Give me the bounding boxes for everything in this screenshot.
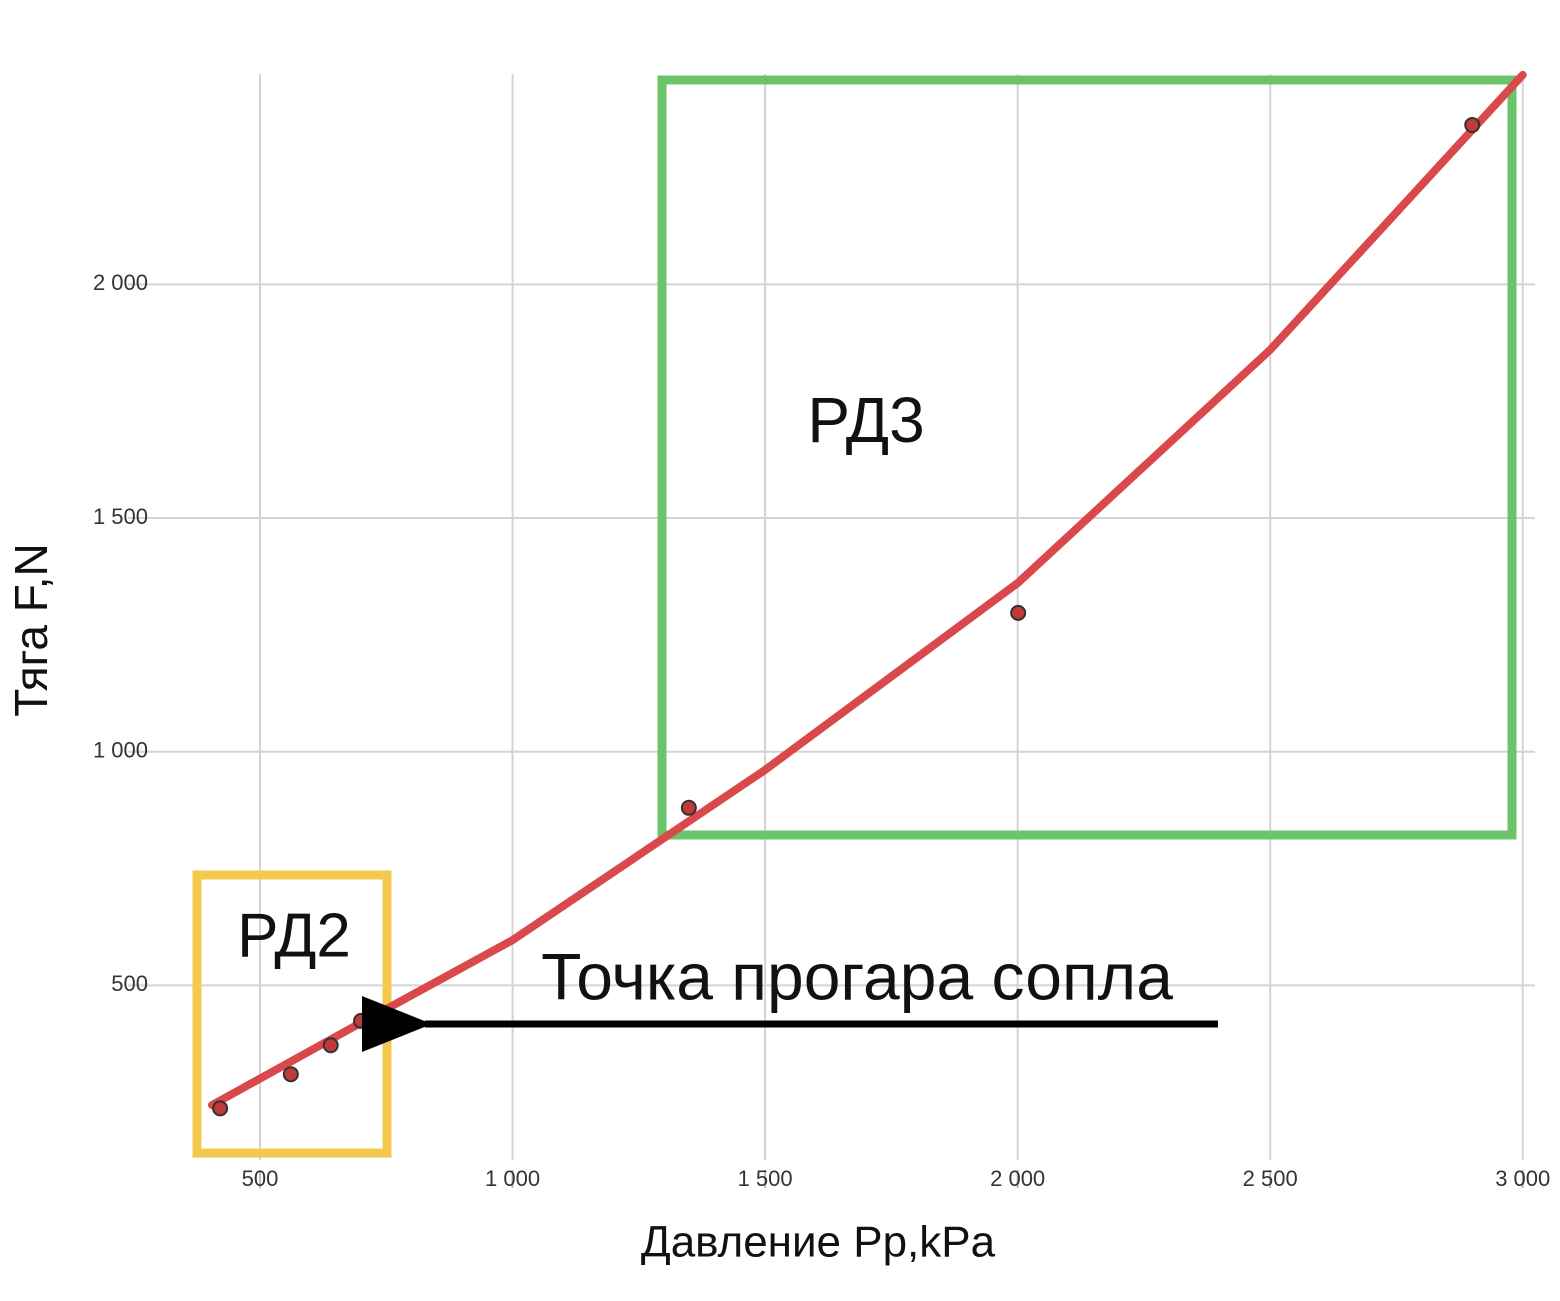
data-point xyxy=(1010,604,1027,621)
data-point xyxy=(322,1037,339,1054)
x-tick-label: 1 500 xyxy=(738,1166,793,1191)
data-point xyxy=(1464,116,1481,133)
y-tick-label: 1 500 xyxy=(93,504,148,529)
x-tick-label: 3 000 xyxy=(1495,1166,1550,1191)
data-point xyxy=(282,1066,299,1083)
grid: 500 1 000 1 500 2 000 2 500 3 000 500 1 000 1 50… xyxy=(93,74,1550,1191)
annotation: РД3 xyxy=(807,384,924,456)
x-axis-label: Давление Pp,kPa xyxy=(641,1218,996,1267)
y-axis-label: Тяга F,N xyxy=(5,543,57,717)
annotation: РД2 xyxy=(237,901,351,970)
x-tick-label: 1 000 xyxy=(485,1166,540,1191)
annotation: Точка прогара сопла xyxy=(541,939,1173,1013)
data-point xyxy=(212,1100,229,1117)
rd3-box xyxy=(657,75,1517,840)
data-point xyxy=(353,1012,370,1029)
y-tick-label: 500 xyxy=(111,971,148,996)
y-tick-label: 1 000 xyxy=(93,738,148,763)
data xyxy=(208,70,1527,1117)
data-point xyxy=(680,799,697,816)
y-tick-label: 2 000 xyxy=(93,270,148,295)
x-tick-label: 2 500 xyxy=(1243,1166,1298,1191)
x-tick-label: 2 000 xyxy=(990,1166,1045,1191)
x-tick-label: 500 xyxy=(242,1166,279,1191)
